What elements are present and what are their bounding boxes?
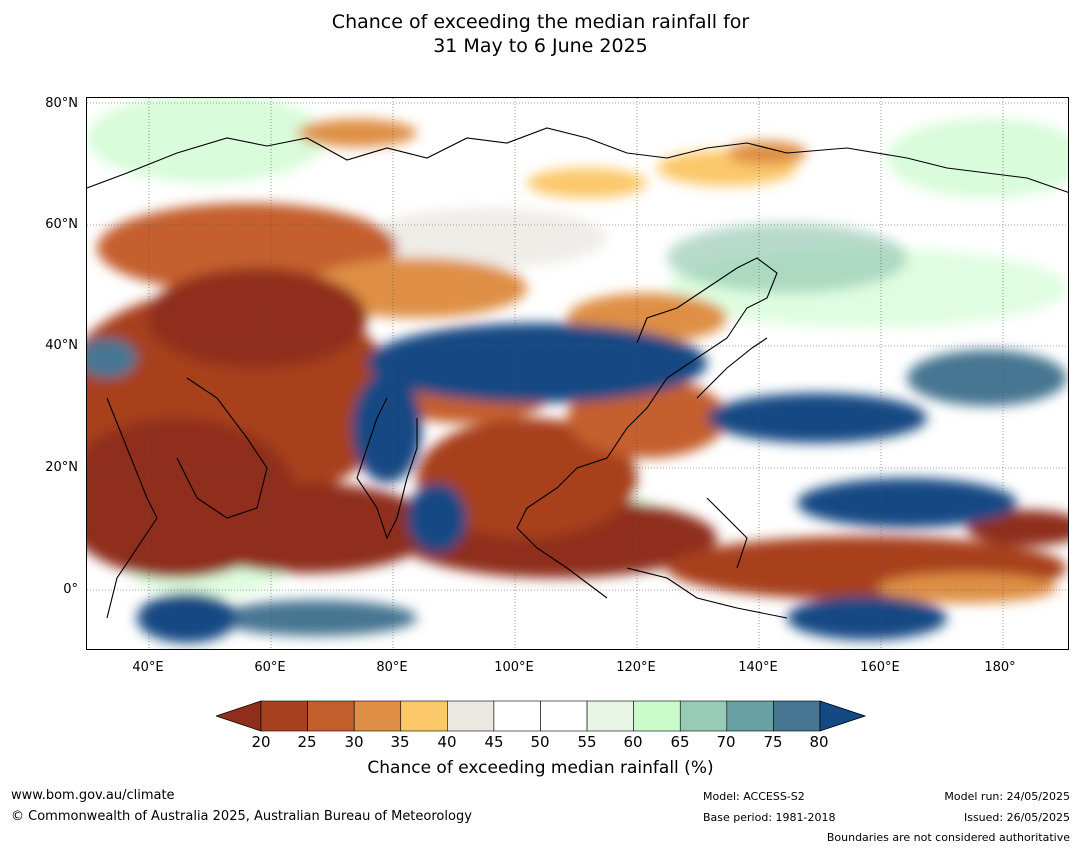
colorbar-swatch-70_75 [726,700,774,732]
colorbar-tick-80: 80 [809,733,829,751]
colorbar-swatch-50_55 [540,700,588,732]
colorbar-tick-65: 65 [670,733,690,751]
issued-date: Issued: 26/05/2025 [963,811,1070,824]
colorbar-swatch-20_25 [260,700,308,732]
colorbar-tick-20: 20 [251,733,271,751]
colorbar-tick-70: 70 [716,733,736,751]
colorbar-swatch-45_50 [493,700,541,732]
colorbar-swatch-below-20 [214,700,262,732]
lat-label-20n: 20°N [45,460,78,475]
base-period: Base period: 1981-2018 [703,811,836,824]
colorbar-tick-25: 25 [297,733,317,751]
lat-label-60n: 60°N [45,217,78,232]
colorbar-swatch-55_60 [586,700,634,732]
colorbar-tick-30: 30 [344,733,364,751]
colorbar-swatch-75_80 [773,700,821,732]
lon-label-140e: 140°E [738,660,778,675]
lon-label-40e: 40°E [132,660,164,675]
colorbar-swatch-65_70 [679,700,728,732]
coastlines [87,127,1068,619]
copyright-text: © Commonwealth of Australia 2025, Austra… [11,809,472,824]
colorbar-swatch-30_35 [353,700,402,732]
colorbar-swatch-above-80 [819,700,867,732]
colorbar-tick-50: 50 [530,733,550,751]
colorbar-swatch-60_65 [633,700,681,732]
lon-label-80e: 80°E [376,660,408,675]
colorbar-tick-60: 60 [623,733,643,751]
lat-label-80n: 80°N [45,96,78,111]
title-line-1: Chance of exceeding the median rainfall … [331,11,750,33]
colorbar-tick-35: 35 [390,733,410,751]
lon-label-60e: 60°E [254,660,286,675]
colorbar-tick-75: 75 [763,733,783,751]
lon-label-160e: 160°E [860,660,900,675]
colorbar [214,700,867,732]
colorbar-swatches [214,700,867,732]
rainfall-probability-map [86,97,1069,650]
boundary-disclaimer: Boundaries are not considered authoritat… [826,831,1070,844]
lon-label-100e: 100°E [494,660,534,675]
map-canvas [87,98,1068,649]
lat-label-0: 0° [63,582,78,597]
model-name: Model: ACCESS-S2 [703,790,805,803]
colorbar-swatch-40_45 [447,700,495,732]
lon-label-180: 180° [984,660,1016,675]
colorbar-tick-55: 55 [577,733,597,751]
website-link[interactable]: www.bom.gov.au/climate [11,788,175,803]
model-run-date: Model run: 24/05/2025 [944,790,1070,803]
colorbar-tick-40: 40 [437,733,457,751]
colorbar-swatch-35_40 [400,700,448,732]
colorbar-swatch-25_30 [307,700,355,732]
colorbar-label: Chance of exceeding median rainfall (%) [367,758,714,778]
map-title: Chance of exceeding the median rainfall … [0,10,1081,58]
colorbar-tick-45: 45 [484,733,504,751]
lat-label-40n: 40°N [45,338,78,353]
lon-label-120e: 120°E [616,660,656,675]
title-line-2: 31 May to 6 June 2025 [433,35,648,57]
